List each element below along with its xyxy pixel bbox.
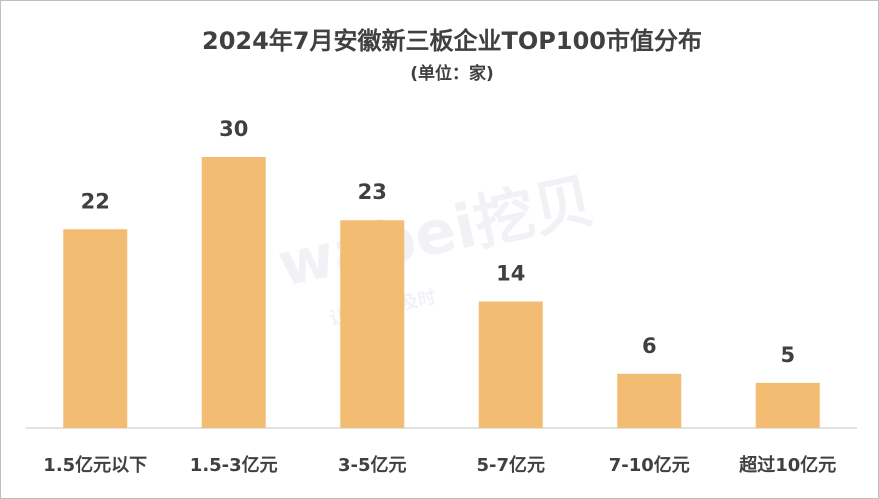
x-tick-label: 1.5-3亿元 xyxy=(190,454,278,476)
data-label: 22 xyxy=(81,189,110,213)
x-tick-label: 超过10亿元 xyxy=(739,454,836,476)
bar xyxy=(478,301,543,428)
chart-title: 2024年7月安徽新三板企业TOP100市值分布 xyxy=(202,27,702,55)
data-label: 6 xyxy=(642,334,657,358)
data-label: 30 xyxy=(219,117,248,141)
x-tick-label: 5-7亿元 xyxy=(476,454,545,476)
chart-subtitle: (单位：家) xyxy=(410,63,494,84)
x-tick-label: 7-10亿元 xyxy=(609,454,690,476)
data-label: 5 xyxy=(780,343,795,367)
bar xyxy=(340,220,405,428)
bar xyxy=(617,373,682,428)
bar xyxy=(201,157,266,428)
x-tick-label: 3-5亿元 xyxy=(338,454,407,476)
bar xyxy=(755,382,820,428)
bar xyxy=(63,229,128,428)
data-label: 14 xyxy=(496,262,525,286)
x-tick-label: 1.5亿元以下 xyxy=(43,454,147,476)
data-label: 23 xyxy=(358,180,387,204)
